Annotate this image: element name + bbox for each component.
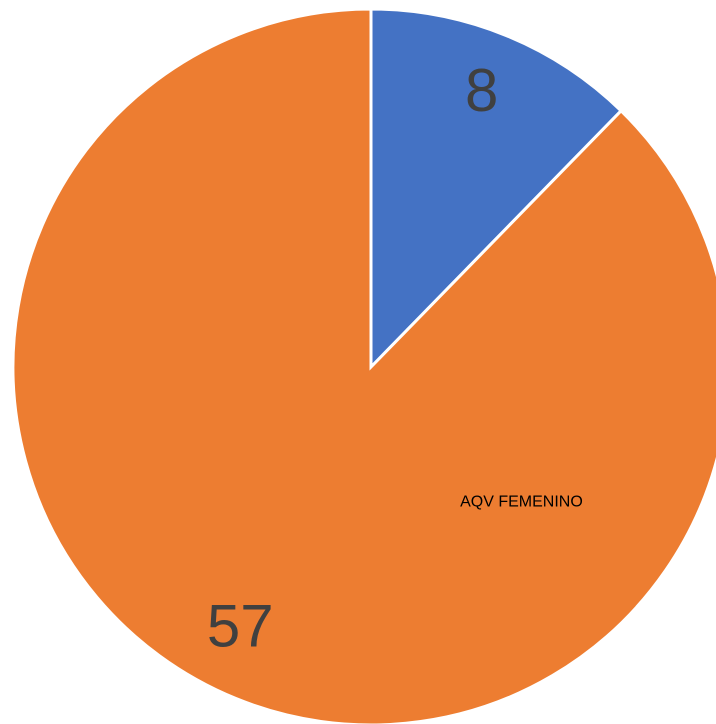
category-label: AQV FEMENINO bbox=[460, 493, 583, 510]
pie-slice bbox=[369, 7, 624, 371]
pie-slice bbox=[11, 7, 716, 724]
value-label: 8 bbox=[465, 57, 498, 124]
value-label: 57 bbox=[207, 593, 274, 660]
